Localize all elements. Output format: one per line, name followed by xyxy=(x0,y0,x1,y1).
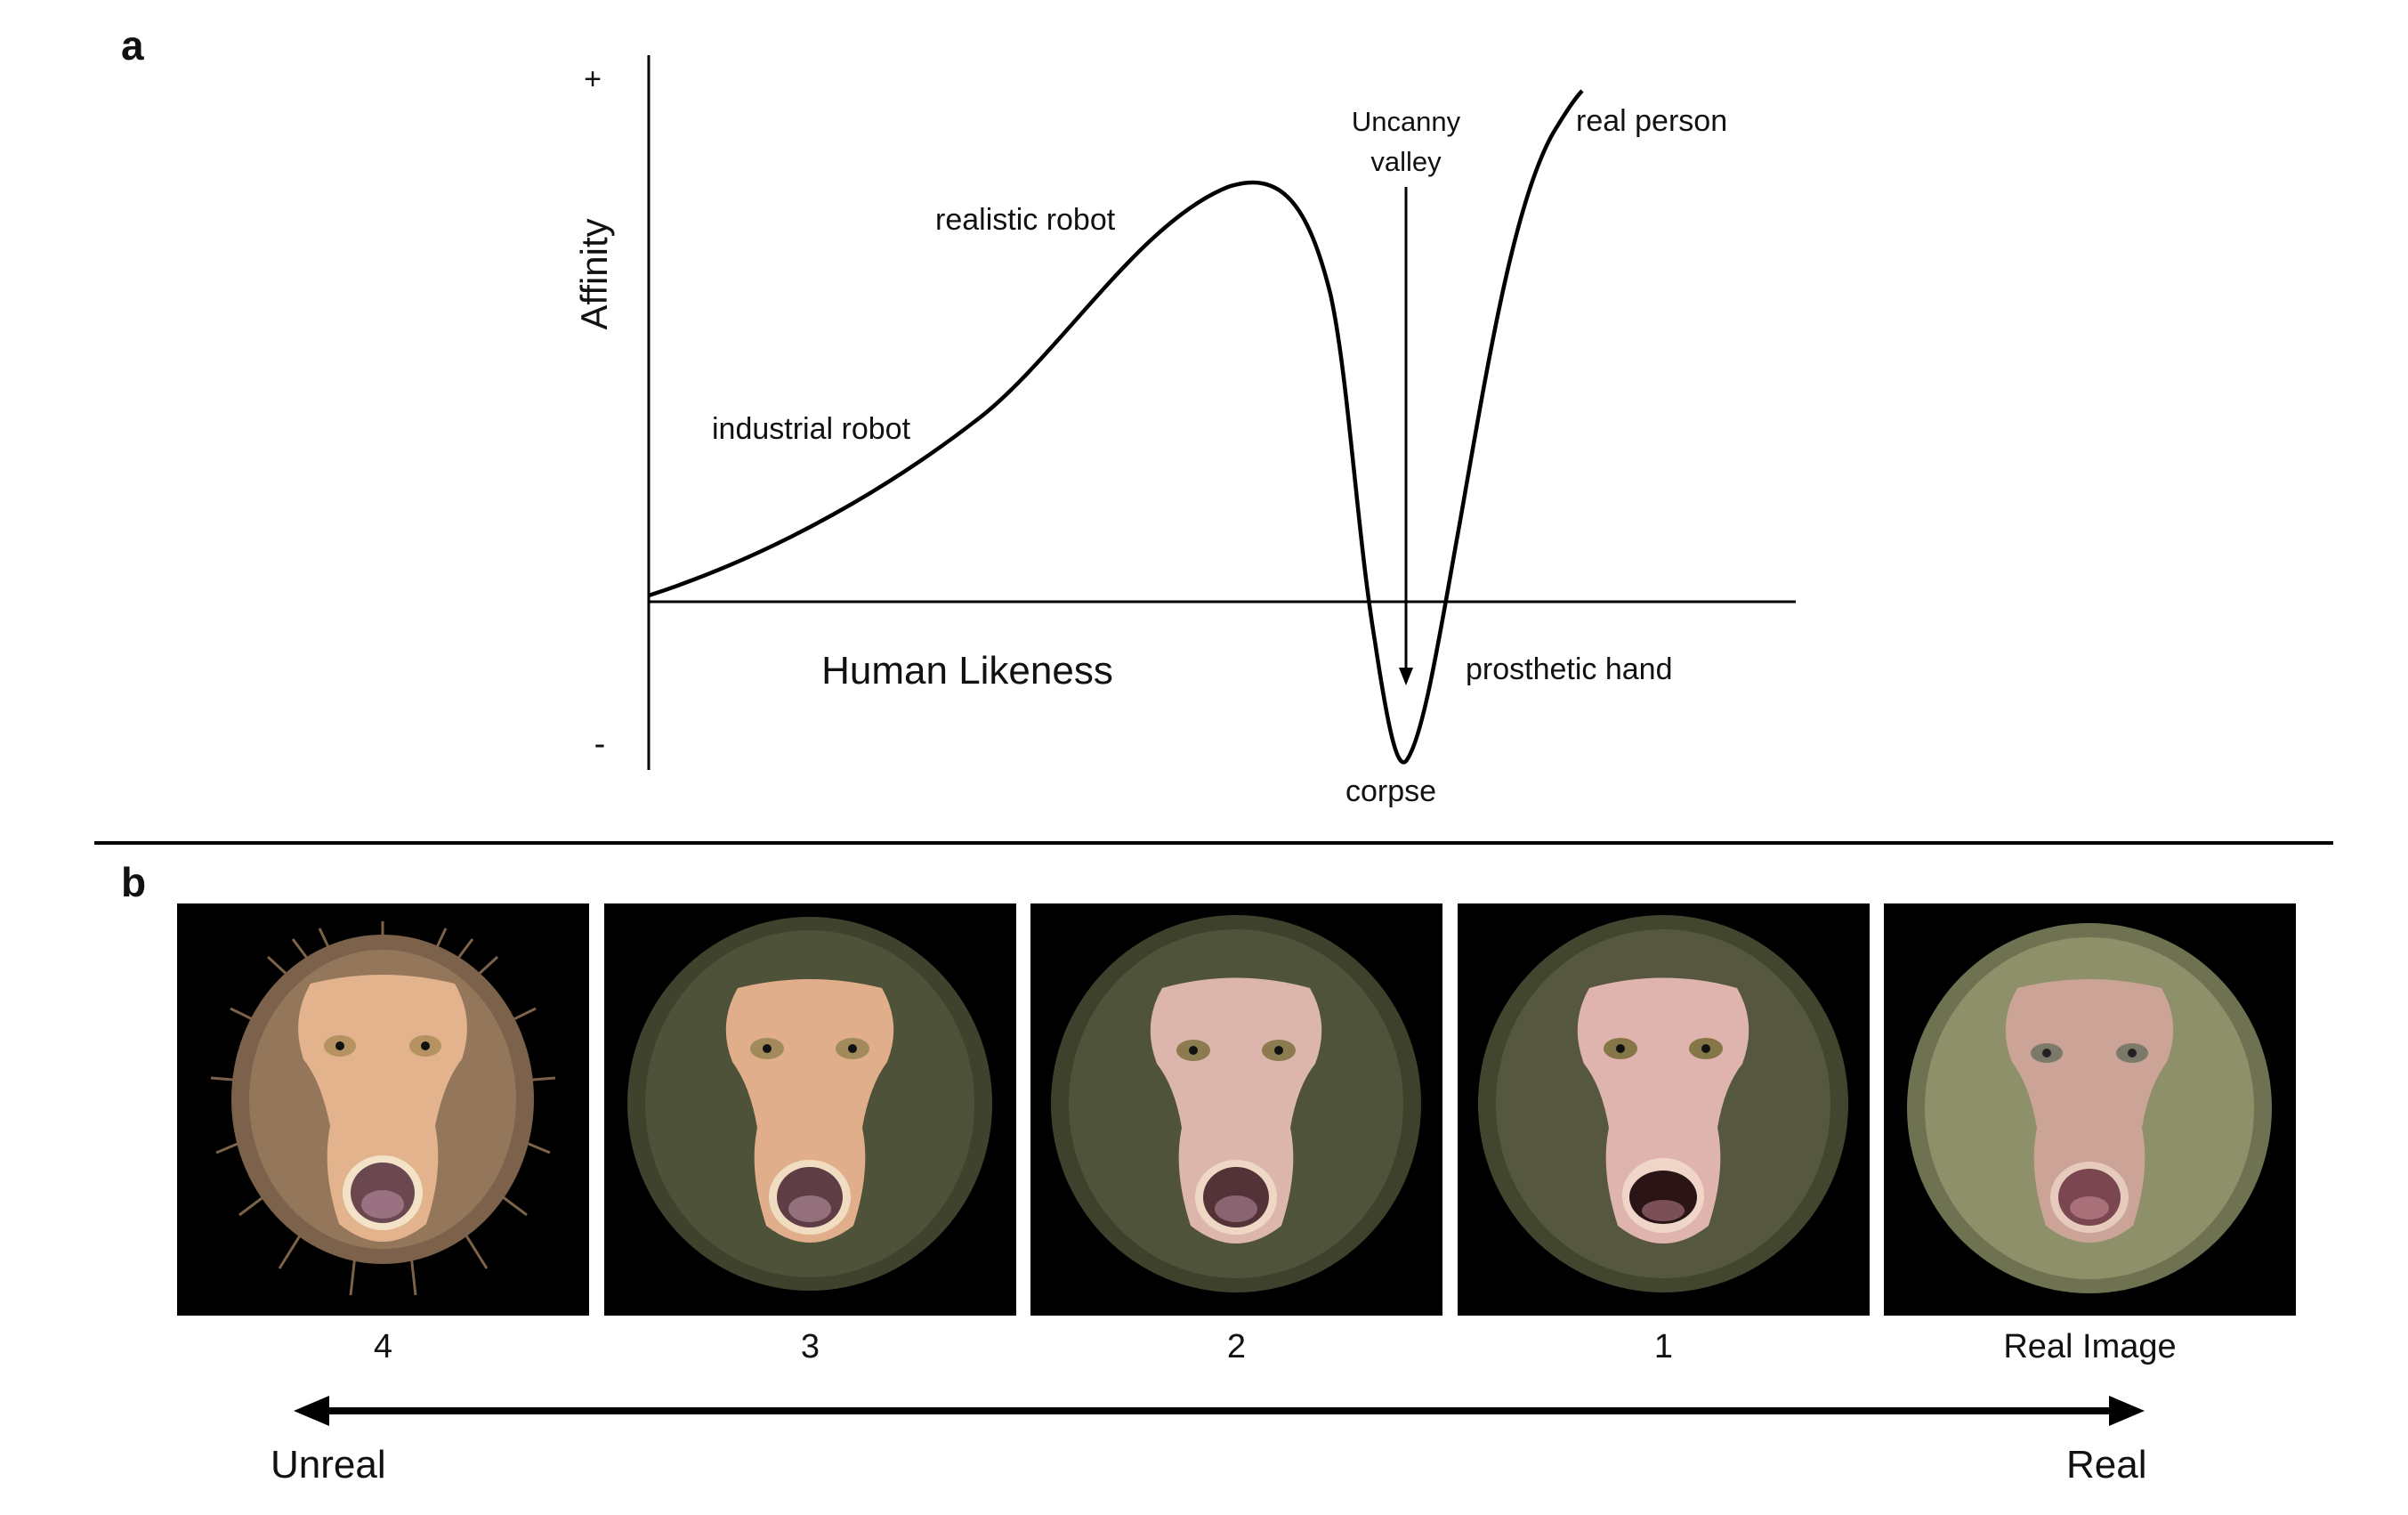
scale-label-unreal: Unreal xyxy=(271,1443,386,1487)
annotation-corpse: corpse xyxy=(1345,774,1436,808)
monkey-face-image-1 xyxy=(1458,903,1870,1316)
scale-label-real: Real xyxy=(2066,1443,2147,1487)
panel-b-label: b xyxy=(121,859,147,905)
y-axis-title: Affinity xyxy=(573,218,615,329)
monkey-face-image-2 xyxy=(1030,903,1442,1316)
scale-arrowhead-right xyxy=(2109,1396,2145,1426)
annotation-realistic-robot: realistic robot xyxy=(935,203,1116,237)
annotation-real-person: real person xyxy=(1576,104,1727,138)
annotation-prosthetic-hand: prosthetic hand xyxy=(1466,652,1673,686)
image-label-real: Real Image xyxy=(2003,1328,2177,1365)
monkey-face-image-real xyxy=(1884,903,2296,1316)
uncanny-valley-diagram: + - Affinity Human Likeness industrial r… xyxy=(573,55,1796,808)
image-label-4: 4 xyxy=(373,1328,393,1365)
annotation-industrial-robot: industrial robot xyxy=(712,412,911,446)
unreal-real-scale-arrow xyxy=(294,1396,2145,1426)
annotation-uncanny-valley-line2: valley xyxy=(1370,146,1442,177)
monkey-face-image-3 xyxy=(604,903,1016,1316)
image-label-1: 1 xyxy=(1653,1328,1674,1365)
image-label-2: 2 xyxy=(1226,1328,1247,1365)
uncanny-valley-arrowhead xyxy=(1399,668,1413,685)
affinity-curve xyxy=(648,89,1584,765)
y-axis-positive-tick: + xyxy=(584,62,602,96)
panel-divider xyxy=(94,841,2333,845)
annotation-uncanny-valley-line1: Uncanny xyxy=(1352,106,1461,137)
monkey-face-image-4 xyxy=(177,903,589,1316)
scale-arrowhead-left xyxy=(294,1396,329,1426)
image-label-3: 3 xyxy=(800,1328,820,1365)
y-axis-negative-tick: - xyxy=(594,725,606,763)
panel-a-label: a xyxy=(121,22,144,69)
x-axis-title: Human Likeness xyxy=(821,649,1113,693)
